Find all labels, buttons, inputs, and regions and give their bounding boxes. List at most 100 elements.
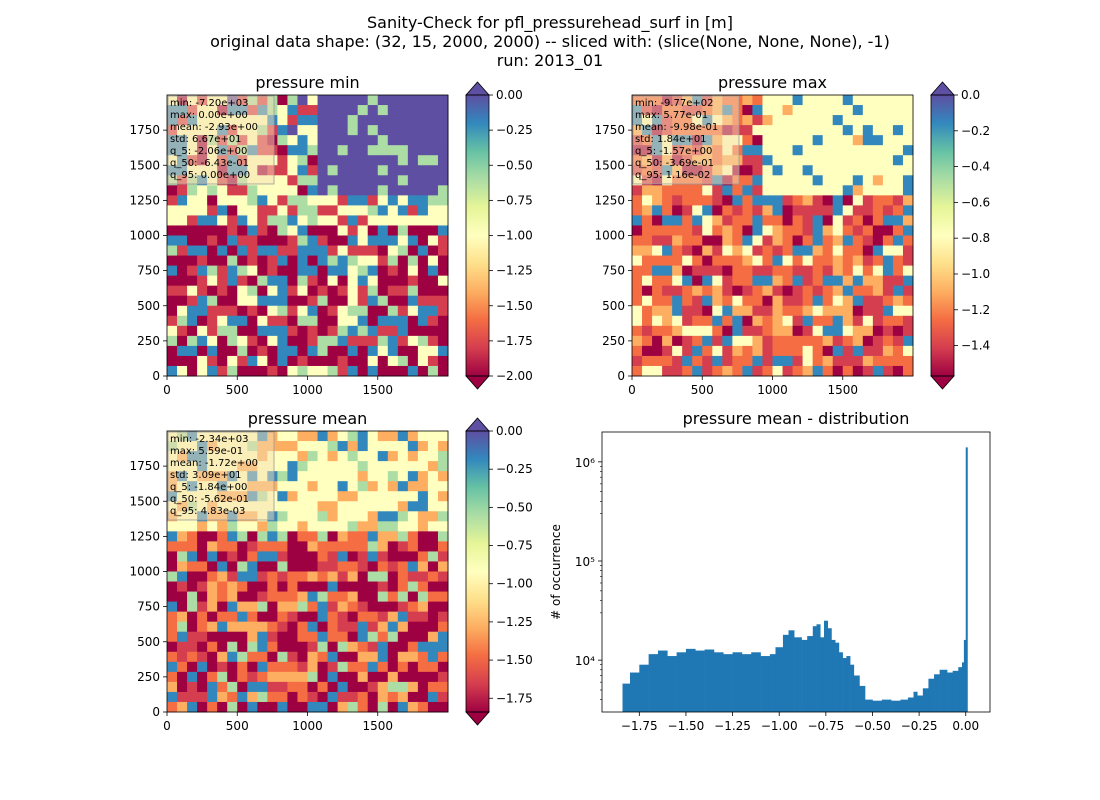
heatmap-cell — [317, 145, 329, 156]
heatmap-cell — [862, 325, 874, 337]
heatmap-cell — [297, 265, 308, 277]
heatmap-cell — [692, 245, 703, 257]
heatmap-cell — [367, 295, 379, 307]
heatmap-cell — [217, 691, 228, 703]
heatmap-cell — [702, 235, 713, 247]
heatmap-cell — [347, 611, 359, 623]
heatmap-cell — [377, 671, 389, 683]
heatmap-cell — [712, 265, 723, 277]
heatmap-cell — [437, 265, 449, 277]
y-tick-label: 750 — [602, 264, 625, 278]
heatmap-cell — [327, 501, 339, 512]
heatmap-cell — [277, 541, 288, 552]
heatmap-cell — [882, 315, 894, 327]
heatmap-cell — [327, 345, 339, 357]
heatmap-cell — [247, 335, 258, 347]
heatmap-cell — [357, 185, 369, 196]
heatmap-cell — [217, 671, 228, 683]
heatmap-cell — [882, 265, 894, 277]
heatmap-cell — [872, 105, 884, 116]
heatmap-cell — [297, 631, 308, 643]
heatmap-cell — [642, 365, 653, 377]
heatmap-cell — [762, 115, 773, 126]
heatmap-cell — [822, 125, 834, 136]
heatmap-cell — [297, 175, 308, 186]
heatmap-cell — [902, 165, 914, 176]
heatmap-cell — [347, 355, 359, 367]
heatmap-cell — [427, 325, 439, 337]
heatmap-cell — [287, 591, 298, 603]
histogram-bar — [713, 652, 724, 712]
heatmap-cell — [407, 95, 419, 106]
heatmap-cell — [662, 195, 673, 206]
heatmap-cell — [187, 255, 198, 267]
heatmap-cell — [257, 561, 268, 572]
heatmap-cell — [407, 531, 419, 542]
heatmap-cell — [632, 325, 643, 337]
heatmap-cell — [387, 651, 399, 663]
colorbar: 0.00−0.25−0.50−0.75−1.00−1.25−1.50−1.75−… — [465, 81, 533, 390]
heatmap-cell — [357, 561, 369, 572]
heatmap-cell — [782, 235, 794, 247]
heatmap-cell — [427, 581, 439, 593]
heatmap-cell — [237, 235, 248, 247]
heatmap-cell — [782, 195, 794, 206]
heatmap-cell — [822, 355, 834, 367]
heatmap-cell — [427, 601, 439, 613]
heatmap-cell — [812, 115, 824, 126]
heatmap-cell — [407, 461, 419, 472]
heatmap-cell — [327, 621, 339, 633]
heatmap-cell — [207, 681, 218, 693]
heatmap-cell — [437, 165, 449, 176]
heatmap-cell — [702, 245, 713, 257]
heatmap-cell — [377, 621, 389, 633]
heatmap-cell — [247, 255, 258, 267]
heatmap-cell — [792, 355, 804, 367]
heatmap-cell — [207, 325, 218, 337]
heatmap-cell — [327, 561, 339, 572]
heatmap-cell — [337, 165, 349, 176]
heatmap-cell — [722, 265, 733, 277]
heatmap-cell — [197, 611, 208, 623]
heatmap-cell — [782, 305, 794, 317]
heatmap-cell — [167, 285, 178, 297]
heatmap-cell — [377, 225, 389, 236]
heatmap-cell — [247, 551, 258, 562]
heatmap-cell — [317, 355, 329, 367]
heatmap-cell — [237, 255, 248, 267]
heatmap-cell — [187, 335, 198, 347]
heatmap-cell — [812, 245, 824, 257]
heatmap-cell — [327, 641, 339, 653]
heatmap-cell — [387, 441, 399, 452]
heatmap-cell — [802, 235, 814, 247]
heatmap-cell — [862, 335, 874, 347]
heatmap-cell — [227, 651, 238, 663]
heatmap-cell — [397, 205, 409, 216]
histogram-bar — [751, 652, 761, 712]
heatmap-cell — [287, 451, 298, 462]
heatmap-cell — [417, 185, 429, 196]
heatmap-cell — [692, 225, 703, 236]
heatmap-cell — [357, 621, 369, 633]
heatmap-cell — [892, 195, 904, 206]
heatmap-cell — [732, 275, 743, 287]
histogram-bar — [723, 654, 733, 712]
heatmap-cell — [387, 681, 399, 693]
stats-line: max: 0.00e+00 — [170, 110, 248, 121]
heatmap-cell — [267, 215, 278, 226]
heatmap-cell — [317, 135, 329, 146]
heatmap-cell — [652, 295, 663, 307]
heatmap-cell — [437, 185, 449, 196]
heatmap-cell — [417, 681, 429, 693]
histogram-bar — [695, 650, 705, 712]
heatmap-cell — [257, 531, 268, 542]
heatmap-cell — [357, 175, 369, 186]
heatmap-cell — [672, 215, 683, 226]
heatmap-cell — [277, 561, 288, 572]
heatmap-cell — [347, 305, 359, 317]
heatmap-cell — [387, 295, 399, 307]
heatmap-cell — [437, 365, 449, 377]
heatmap-cell — [347, 651, 359, 663]
heatmap-cell — [842, 225, 854, 236]
